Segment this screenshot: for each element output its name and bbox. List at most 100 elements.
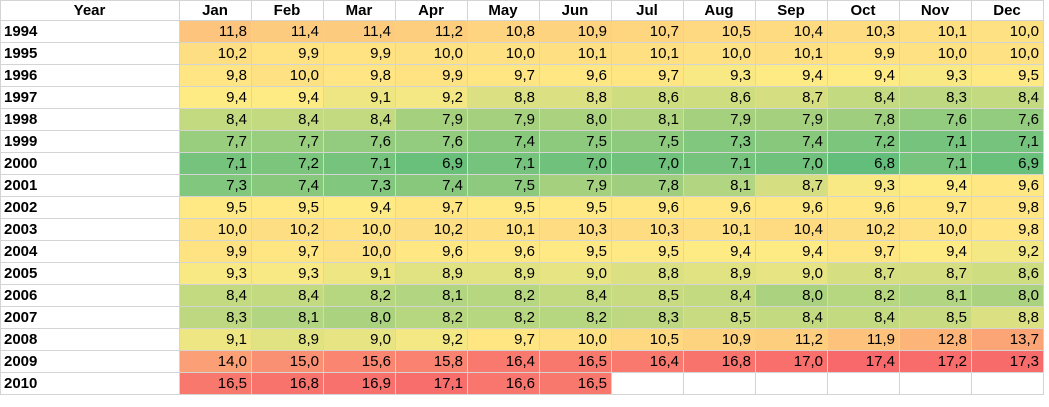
value-cell[interactable]: 9,4 <box>251 86 324 109</box>
value-cell[interactable]: 17,2 <box>899 350 972 373</box>
value-cell[interactable]: 8,2 <box>395 306 468 329</box>
value-cell[interactable]: 10,4 <box>755 20 828 43</box>
value-cell[interactable]: 7,3 <box>323 174 396 197</box>
value-cell[interactable]: 9,8 <box>323 64 396 87</box>
value-cell[interactable]: 7,6 <box>899 108 972 131</box>
value-cell[interactable]: 11,2 <box>395 20 468 43</box>
year-cell[interactable]: 1998 <box>0 108 180 131</box>
value-cell[interactable]: 9,5 <box>539 240 612 263</box>
value-cell[interactable]: 8,6 <box>971 262 1044 285</box>
value-cell[interactable]: 10,2 <box>179 42 252 65</box>
year-cell[interactable]: 2009 <box>0 350 180 373</box>
value-cell[interactable]: 9,6 <box>611 196 684 219</box>
value-cell[interactable]: 12,8 <box>899 328 972 351</box>
value-cell[interactable]: 8,4 <box>179 108 252 131</box>
value-cell[interactable]: 7,1 <box>323 152 396 175</box>
value-cell[interactable]: 9,7 <box>611 64 684 87</box>
value-cell[interactable]: 9,6 <box>683 196 756 219</box>
year-cell[interactable]: 1997 <box>0 86 180 109</box>
value-cell[interactable]: 10,3 <box>611 218 684 241</box>
value-cell[interactable]: 17,4 <box>827 350 900 373</box>
value-cell[interactable]: 8,4 <box>179 284 252 307</box>
value-cell[interactable]: 7,0 <box>611 152 684 175</box>
year-cell[interactable]: 1995 <box>0 42 180 65</box>
value-cell[interactable]: 8,0 <box>755 284 828 307</box>
value-cell[interactable]: 7,9 <box>467 108 540 131</box>
value-cell[interactable]: 8,6 <box>683 86 756 109</box>
value-cell[interactable]: 7,2 <box>251 152 324 175</box>
value-cell[interactable]: 10,5 <box>611 328 684 351</box>
year-cell[interactable]: 2008 <box>0 328 180 351</box>
value-cell[interactable]: 17,1 <box>395 372 468 395</box>
value-cell[interactable]: 11,8 <box>179 20 252 43</box>
year-cell[interactable]: 2010 <box>0 372 180 395</box>
year-cell[interactable]: 1999 <box>0 130 180 153</box>
value-cell[interactable]: 8,9 <box>467 262 540 285</box>
value-cell[interactable]: 16,8 <box>683 350 756 373</box>
value-cell[interactable]: 10,1 <box>755 42 828 65</box>
value-cell[interactable]: 8,7 <box>899 262 972 285</box>
value-cell[interactable]: 10,9 <box>683 328 756 351</box>
value-cell[interactable]: 7,1 <box>179 152 252 175</box>
empty-cell[interactable] <box>755 372 828 395</box>
value-cell[interactable]: 10,0 <box>971 20 1044 43</box>
value-cell[interactable]: 8,9 <box>683 262 756 285</box>
value-cell[interactable]: 7,5 <box>611 130 684 153</box>
value-cell[interactable]: 9,7 <box>467 328 540 351</box>
year-cell[interactable]: 2005 <box>0 262 180 285</box>
year-cell[interactable]: 2001 <box>0 174 180 197</box>
value-cell[interactable]: 10,3 <box>827 20 900 43</box>
year-cell[interactable]: 1994 <box>0 20 180 43</box>
value-cell[interactable]: 8,0 <box>539 108 612 131</box>
value-cell[interactable]: 9,5 <box>539 196 612 219</box>
value-cell[interactable]: 10,0 <box>971 42 1044 65</box>
value-cell[interactable]: 7,8 <box>611 174 684 197</box>
value-cell[interactable]: 15,6 <box>323 350 396 373</box>
value-cell[interactable]: 10,9 <box>539 20 612 43</box>
value-cell[interactable]: 9,7 <box>467 64 540 87</box>
value-cell[interactable]: 9,6 <box>539 64 612 87</box>
value-cell[interactable]: 8,4 <box>827 86 900 109</box>
value-cell[interactable]: 8,4 <box>755 306 828 329</box>
value-cell[interactable]: 9,4 <box>827 64 900 87</box>
value-cell[interactable]: 10,1 <box>683 218 756 241</box>
value-cell[interactable]: 8,2 <box>827 284 900 307</box>
value-cell[interactable]: 8,8 <box>611 262 684 285</box>
value-cell[interactable]: 8,9 <box>395 262 468 285</box>
value-cell[interactable]: 9,5 <box>971 64 1044 87</box>
value-cell[interactable]: 9,4 <box>323 196 396 219</box>
value-cell[interactable]: 16,8 <box>251 372 324 395</box>
value-cell[interactable]: 6,9 <box>971 152 1044 175</box>
header-month[interactable]: Mar <box>323 0 396 21</box>
empty-cell[interactable] <box>827 372 900 395</box>
value-cell[interactable]: 10,0 <box>179 218 252 241</box>
value-cell[interactable]: 8,2 <box>323 284 396 307</box>
value-cell[interactable]: 9,7 <box>395 196 468 219</box>
value-cell[interactable]: 8,5 <box>611 284 684 307</box>
value-cell[interactable]: 16,4 <box>467 350 540 373</box>
value-cell[interactable]: 8,2 <box>467 306 540 329</box>
value-cell[interactable]: 10,1 <box>467 218 540 241</box>
value-cell[interactable]: 16,4 <box>611 350 684 373</box>
empty-cell[interactable] <box>611 372 684 395</box>
value-cell[interactable]: 8,9 <box>251 328 324 351</box>
value-cell[interactable]: 11,9 <box>827 328 900 351</box>
header-month[interactable]: May <box>467 0 540 21</box>
value-cell[interactable]: 16,5 <box>539 372 612 395</box>
value-cell[interactable]: 8,4 <box>827 306 900 329</box>
value-cell[interactable]: 9,7 <box>827 240 900 263</box>
value-cell[interactable]: 9,8 <box>971 218 1044 241</box>
value-cell[interactable]: 11,4 <box>251 20 324 43</box>
header-month[interactable]: Dec <box>971 0 1044 21</box>
value-cell[interactable]: 7,4 <box>251 174 324 197</box>
value-cell[interactable]: 8,1 <box>395 284 468 307</box>
value-cell[interactable]: 17,0 <box>755 350 828 373</box>
value-cell[interactable]: 8,6 <box>611 86 684 109</box>
value-cell[interactable]: 9,4 <box>755 240 828 263</box>
value-cell[interactable]: 9,9 <box>827 42 900 65</box>
value-cell[interactable]: 9,3 <box>251 262 324 285</box>
header-month[interactable]: Apr <box>395 0 468 21</box>
value-cell[interactable]: 9,1 <box>179 328 252 351</box>
value-cell[interactable]: 9,3 <box>179 262 252 285</box>
value-cell[interactable]: 10,1 <box>899 20 972 43</box>
